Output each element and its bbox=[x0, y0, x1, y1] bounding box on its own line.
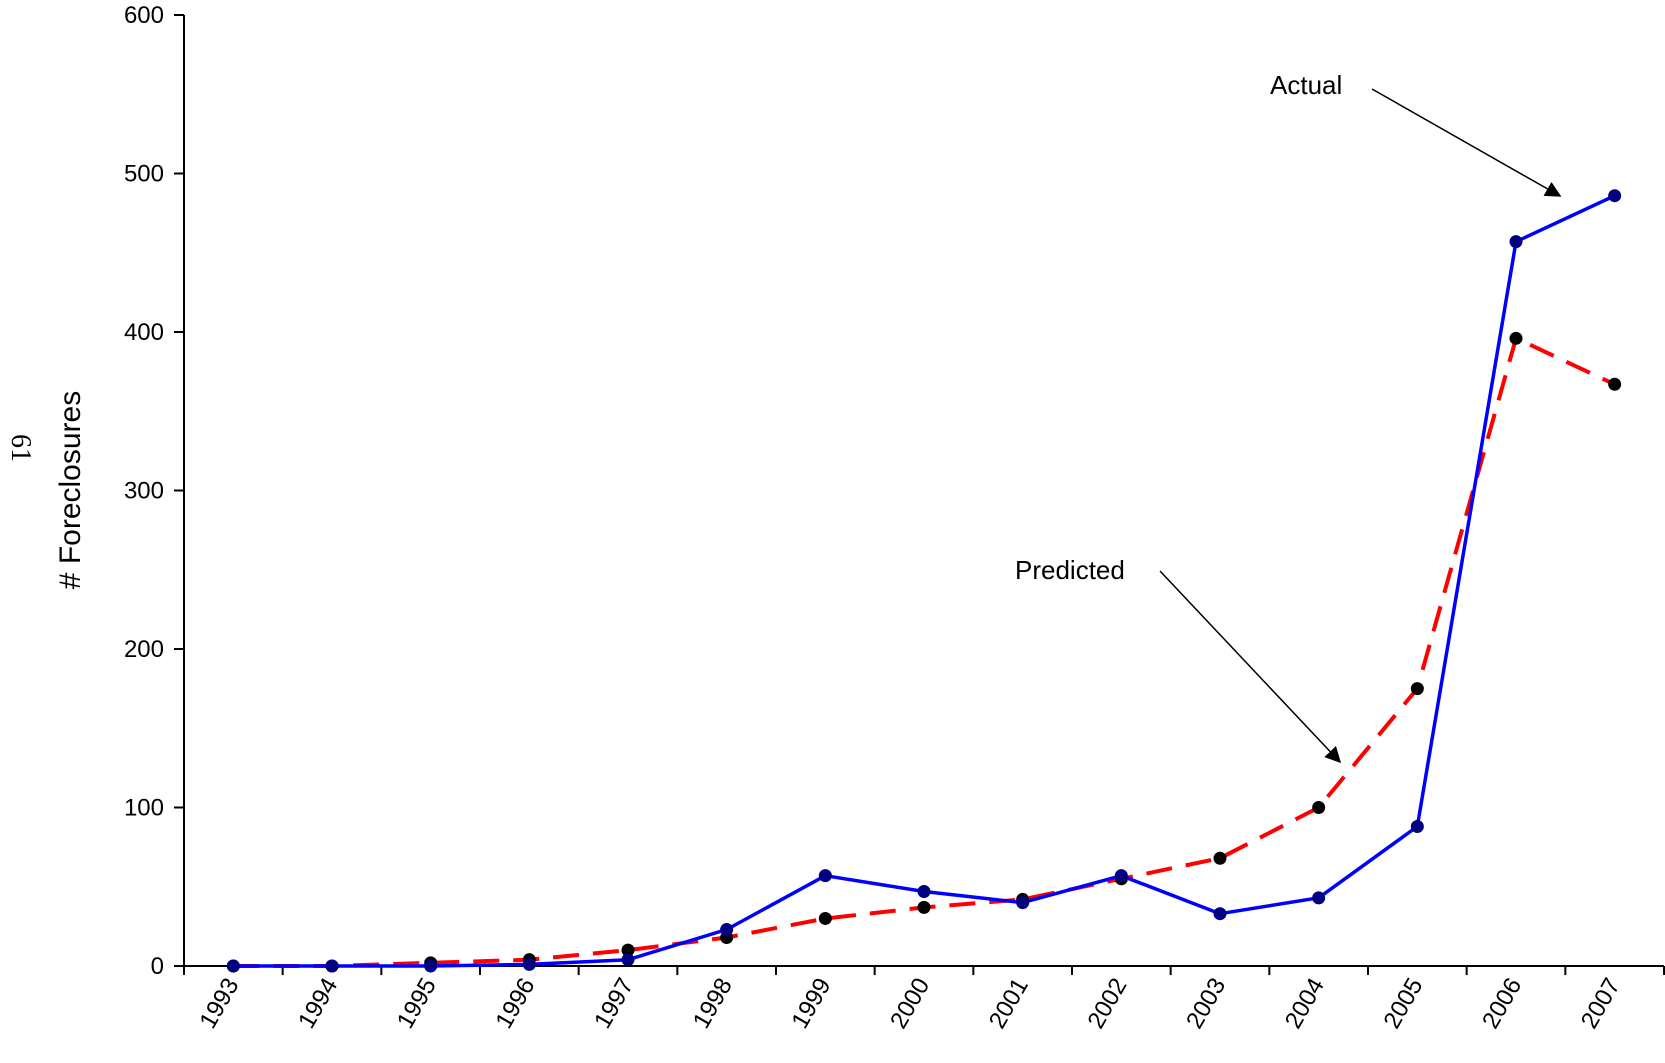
data-point-actual bbox=[1312, 891, 1326, 905]
data-point-actual bbox=[1410, 820, 1424, 834]
data-point-actual bbox=[818, 869, 832, 883]
y-tick-label: 400 bbox=[124, 319, 164, 346]
y-axis-title: # Foreclosures bbox=[54, 391, 87, 589]
data-point-actual bbox=[226, 959, 240, 973]
x-tick-label: 1997 bbox=[589, 974, 639, 1034]
y-tick-label: 100 bbox=[124, 795, 164, 822]
x-tick-label: 1999 bbox=[786, 974, 836, 1034]
y-tick-label: 600 bbox=[124, 2, 164, 29]
y-tick-label: 500 bbox=[124, 161, 164, 188]
series-line-predicted bbox=[233, 336, 1616, 968]
data-point-predicted bbox=[818, 911, 832, 925]
annotation-arrow-predicted bbox=[1159, 570, 1342, 764]
x-tick-label: 2005 bbox=[1378, 974, 1428, 1034]
data-point-actual bbox=[522, 957, 536, 971]
series-line-actual bbox=[233, 194, 1616, 968]
x-tick-label: 2000 bbox=[885, 974, 935, 1034]
annotation-arrow-actual bbox=[1371, 88, 1562, 197]
y-tick-label: 300 bbox=[124, 478, 164, 505]
y-axis-ticks: 0 100 200 300 400 500 600 bbox=[124, 2, 184, 980]
data-point-actual bbox=[917, 885, 931, 899]
x-tick-label: 1998 bbox=[688, 974, 738, 1034]
x-tick-label: 1995 bbox=[392, 974, 442, 1034]
annotation-label-actual: Actual bbox=[1270, 70, 1342, 100]
data-point-actual bbox=[1608, 189, 1622, 203]
data-point-predicted bbox=[917, 900, 931, 914]
series-actual bbox=[226, 189, 1622, 973]
x-tick-label: 2004 bbox=[1280, 974, 1330, 1034]
data-point-predicted bbox=[1410, 682, 1424, 696]
data-point-actual bbox=[621, 953, 635, 967]
x-tick-label: 2006 bbox=[1477, 974, 1527, 1034]
data-point-predicted bbox=[621, 943, 635, 957]
data-point-actual bbox=[1509, 235, 1523, 249]
x-tick-label: 2001 bbox=[984, 974, 1034, 1034]
x-tick-label: 1993 bbox=[194, 974, 244, 1034]
x-tick-label: 2007 bbox=[1576, 974, 1626, 1034]
data-point-actual bbox=[720, 923, 734, 937]
series-layer bbox=[226, 189, 1622, 973]
y-tick-label: 200 bbox=[124, 636, 164, 663]
x-tick-label: 1996 bbox=[490, 974, 540, 1034]
annotation-layer: Actual Predicted bbox=[1015, 70, 1562, 764]
data-point-actual bbox=[1114, 869, 1128, 883]
data-point-predicted bbox=[1509, 331, 1523, 345]
y-tick-label: 0 bbox=[151, 953, 164, 980]
data-point-predicted bbox=[1312, 801, 1326, 814]
data-point-actual bbox=[424, 959, 438, 973]
data-point-predicted bbox=[1213, 851, 1227, 865]
annotation-label-predicted: Predicted bbox=[1015, 555, 1125, 585]
x-tick-label: 2003 bbox=[1181, 974, 1231, 1034]
series-predicted bbox=[226, 331, 1622, 973]
axes bbox=[183, 15, 1664, 967]
x-tick-label: 2002 bbox=[1082, 974, 1132, 1034]
data-point-actual bbox=[1016, 896, 1030, 910]
x-tick-label: 1994 bbox=[293, 974, 343, 1034]
data-point-predicted bbox=[1608, 377, 1622, 391]
data-point-actual bbox=[325, 959, 339, 973]
data-point-actual bbox=[1213, 907, 1227, 921]
page-number: 61 bbox=[5, 434, 36, 462]
x-axis-ticks: 1993 1994 1995 1996 1997 1998 1999 2000 2001 2002… bbox=[183, 966, 1665, 1034]
